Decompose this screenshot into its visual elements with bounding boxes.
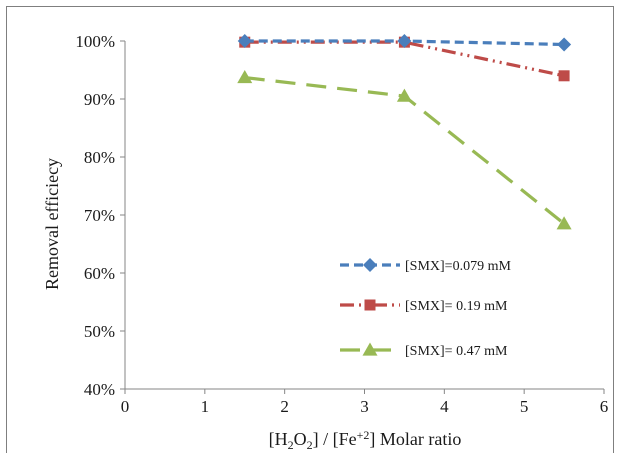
y-axis-title: Removal efficiecy	[42, 158, 62, 290]
y-tick-labels: 40% 50% 60% 70% 80% 90% 100%	[75, 32, 115, 399]
legend: [SMX]=0.079 mM [SMX]= 0.19 mM [SMX]= 0.47 …	[340, 258, 511, 359]
x-tick-label: 4	[440, 397, 449, 416]
y-tick-label: 80%	[84, 148, 115, 167]
x-axis-title-part: 2	[307, 438, 313, 452]
x-axis-title-part: [H	[269, 429, 288, 449]
chart-frame	[6, 6, 614, 453]
legend-marker-diamond	[363, 258, 377, 272]
x-axis-title-part: O	[294, 429, 307, 449]
legend-label: [SMX]= 0.47 mM	[405, 344, 508, 359]
legend-label: [SMX]= 0.19 mM	[405, 299, 508, 314]
legend-marker-square	[364, 299, 376, 311]
y-tick-label: 90%	[84, 90, 115, 109]
series-triangle	[237, 70, 572, 230]
y-tick-label: 50%	[84, 322, 115, 341]
x-axis-title: [H2O2] / [Fe+2] Molar ratio	[269, 428, 462, 452]
x-axis-title-part: ] Molar ratio	[369, 429, 461, 449]
y-tick-label: 40%	[84, 380, 115, 399]
legend-label: [SMX]=0.079 mM	[405, 259, 511, 274]
legend-item: [SMX]= 0.19 mM	[340, 299, 508, 314]
data-point-diamond	[557, 37, 572, 52]
axes	[120, 40, 605, 394]
x-axis-title-part: +2	[357, 428, 370, 442]
legend-item: [SMX]=0.079 mM	[340, 258, 511, 274]
x-tick-label: 5	[520, 397, 529, 416]
x-tick-label: 2	[280, 397, 289, 416]
legend-marker-triangle	[362, 342, 378, 356]
series-layer	[237, 34, 572, 230]
data-point-triangle	[237, 70, 253, 84]
x-tick-labels: 0 1 2 3 4 5 6	[121, 397, 609, 416]
x-tick-label: 6	[600, 397, 609, 416]
x-tick-label: 0	[121, 397, 130, 416]
data-point-diamond	[237, 34, 252, 48]
data-point-square	[558, 70, 570, 82]
data-point-triangle	[396, 88, 412, 102]
x-axis-title-part: ] / [Fe	[313, 429, 357, 449]
y-tick-label: 70%	[84, 206, 115, 225]
x-tick-label: 3	[360, 397, 369, 416]
y-tick-label: 60%	[84, 264, 115, 283]
x-axis-title-part: 2	[288, 438, 294, 452]
series-diamond	[237, 34, 572, 52]
y-tick-label: 100%	[75, 32, 115, 51]
data-point-triangle	[556, 216, 572, 230]
x-tick-label: 1	[201, 397, 210, 416]
data-point-diamond	[397, 34, 412, 48]
legend-item: [SMX]= 0.47 mM	[340, 342, 508, 359]
